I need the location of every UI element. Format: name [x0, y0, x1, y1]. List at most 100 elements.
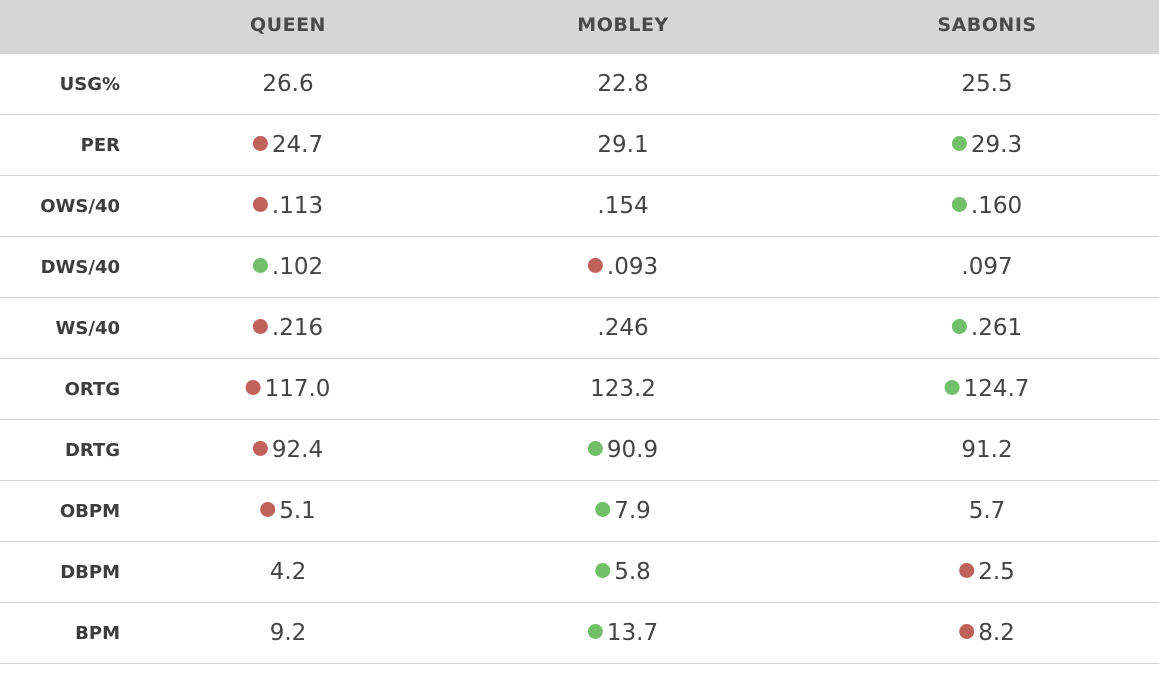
- row-label: USG%: [59, 74, 120, 95]
- cell-sabonis: 25.5: [961, 54, 1012, 115]
- cell-queen: 24.7: [252, 115, 324, 176]
- green-dot-icon: [587, 441, 603, 456]
- red-dot-icon: [252, 197, 268, 212]
- cell-value: .160: [970, 193, 1023, 219]
- column-header-sabonis: SABONIS: [937, 14, 1037, 36]
- row-label: DRTG: [64, 440, 120, 461]
- cell-queen: .102: [252, 237, 324, 298]
- table-row: OWS/40 .113 .154 .160: [0, 176, 1159, 237]
- column-header-mobley: MOBLEY: [577, 14, 669, 36]
- cell-mobley: .246: [597, 298, 648, 359]
- cell-value: 123.2: [590, 376, 656, 402]
- cell-value: 124.7: [963, 376, 1030, 402]
- row-label: OBPM: [59, 501, 120, 522]
- row-label: DWS/40: [40, 257, 120, 278]
- table-row: OBPM 5.1 7.9 5.7: [0, 481, 1159, 542]
- column-header-queen: QUEEN: [250, 14, 326, 36]
- cell-value: 7.9: [614, 498, 651, 524]
- cell-value: .097: [961, 254, 1013, 280]
- cell-mobley: .093: [587, 237, 659, 298]
- cell-queen: 9.2: [270, 603, 307, 664]
- red-dot-icon: [959, 563, 975, 578]
- cell-queen: .113: [252, 176, 324, 237]
- green-dot-icon: [944, 380, 960, 395]
- cell-sabonis: .160: [951, 176, 1023, 237]
- cell-value: 22.8: [597, 71, 649, 97]
- red-dot-icon: [260, 502, 276, 517]
- cell-queen: 117.0: [245, 359, 331, 420]
- cell-mobley: .154: [597, 176, 648, 237]
- cell-queen: .216: [252, 298, 324, 359]
- cell-value: 117.0: [264, 376, 331, 402]
- cell-queen: 26.6: [262, 54, 313, 115]
- table-row: DBPM 4.2 5.8 2.5: [0, 542, 1159, 603]
- cell-value: .113: [271, 193, 324, 219]
- cell-mobley: 29.1: [597, 115, 648, 176]
- stats-table: QUEEN MOBLEY SABONIS USG% 26.6 22.8 25.5 PER…: [0, 0, 1159, 664]
- cell-mobley: 7.9: [595, 481, 651, 542]
- table-row: BPM 9.2 13.7 8.2: [0, 603, 1159, 664]
- cell-value: 92.4: [271, 437, 324, 463]
- cell-value: 9.2: [269, 620, 307, 646]
- cell-value: .261: [970, 315, 1023, 341]
- cell-value: .246: [597, 315, 649, 341]
- red-dot-icon: [252, 136, 268, 151]
- cell-value: 25.5: [961, 71, 1013, 97]
- cell-mobley: 22.8: [597, 54, 648, 115]
- red-dot-icon: [245, 380, 261, 395]
- cell-value: 5.7: [968, 498, 1006, 524]
- row-label: DBPM: [60, 562, 120, 583]
- cell-sabonis: 29.3: [951, 115, 1023, 176]
- cell-value: 29.3: [970, 132, 1023, 158]
- cell-value: 29.1: [597, 132, 649, 158]
- table-row: WS/40 .216 .246 .261: [0, 298, 1159, 359]
- cell-queen: 92.4: [252, 420, 324, 481]
- cell-queen: 5.1: [260, 481, 316, 542]
- cell-mobley: 5.8: [595, 542, 651, 603]
- cell-value: .154: [597, 193, 649, 219]
- cell-sabonis: .097: [961, 237, 1012, 298]
- cell-mobley: 13.7: [587, 603, 658, 664]
- table-row: PER 24.7 29.1 29.3: [0, 115, 1159, 176]
- cell-value: .102: [271, 254, 324, 280]
- row-label: PER: [80, 135, 120, 156]
- row-label: ORTG: [64, 379, 120, 400]
- table-row: USG% 26.6 22.8 25.5: [0, 54, 1159, 115]
- row-label: WS/40: [55, 318, 120, 339]
- cell-value: 5.8: [614, 559, 651, 585]
- red-dot-icon: [252, 319, 268, 334]
- cell-value: 5.1: [279, 498, 316, 524]
- cell-value: .216: [271, 315, 324, 341]
- cell-sabonis: .261: [951, 298, 1023, 359]
- table-body: USG% 26.6 22.8 25.5 PER 24.7 29.1 29.3 OWS/40 .11…: [0, 54, 1159, 664]
- cell-sabonis: 91.2: [961, 420, 1012, 481]
- cell-sabonis: 124.7: [944, 359, 1030, 420]
- row-label: BPM: [75, 623, 120, 644]
- cell-sabonis: 5.7: [969, 481, 1006, 542]
- cell-value: 90.9: [606, 437, 659, 463]
- cell-mobley: 90.9: [587, 420, 659, 481]
- green-dot-icon: [595, 502, 611, 517]
- green-dot-icon: [951, 197, 967, 212]
- red-dot-icon: [959, 624, 975, 639]
- cell-value: 8.2: [978, 620, 1015, 646]
- cell-value: .093: [606, 254, 659, 280]
- green-dot-icon: [951, 319, 967, 334]
- red-dot-icon: [587, 258, 603, 273]
- cell-value: 26.6: [262, 71, 314, 97]
- cell-value: 4.2: [269, 559, 307, 585]
- cell-value: 2.5: [978, 559, 1015, 585]
- cell-mobley: 123.2: [590, 359, 656, 420]
- table-header: QUEEN MOBLEY SABONIS: [0, 0, 1159, 54]
- cell-queen: 4.2: [270, 542, 307, 603]
- table-row: DWS/40 .102 .093 .097: [0, 237, 1159, 298]
- green-dot-icon: [951, 136, 967, 151]
- cell-value: 24.7: [271, 132, 324, 158]
- green-dot-icon: [587, 624, 603, 639]
- table-row: DRTG 92.4 90.9 91.2: [0, 420, 1159, 481]
- cell-sabonis: 2.5: [959, 542, 1015, 603]
- green-dot-icon: [595, 563, 611, 578]
- cell-value: 91.2: [961, 437, 1013, 463]
- red-dot-icon: [252, 441, 268, 456]
- row-label: OWS/40: [40, 196, 120, 217]
